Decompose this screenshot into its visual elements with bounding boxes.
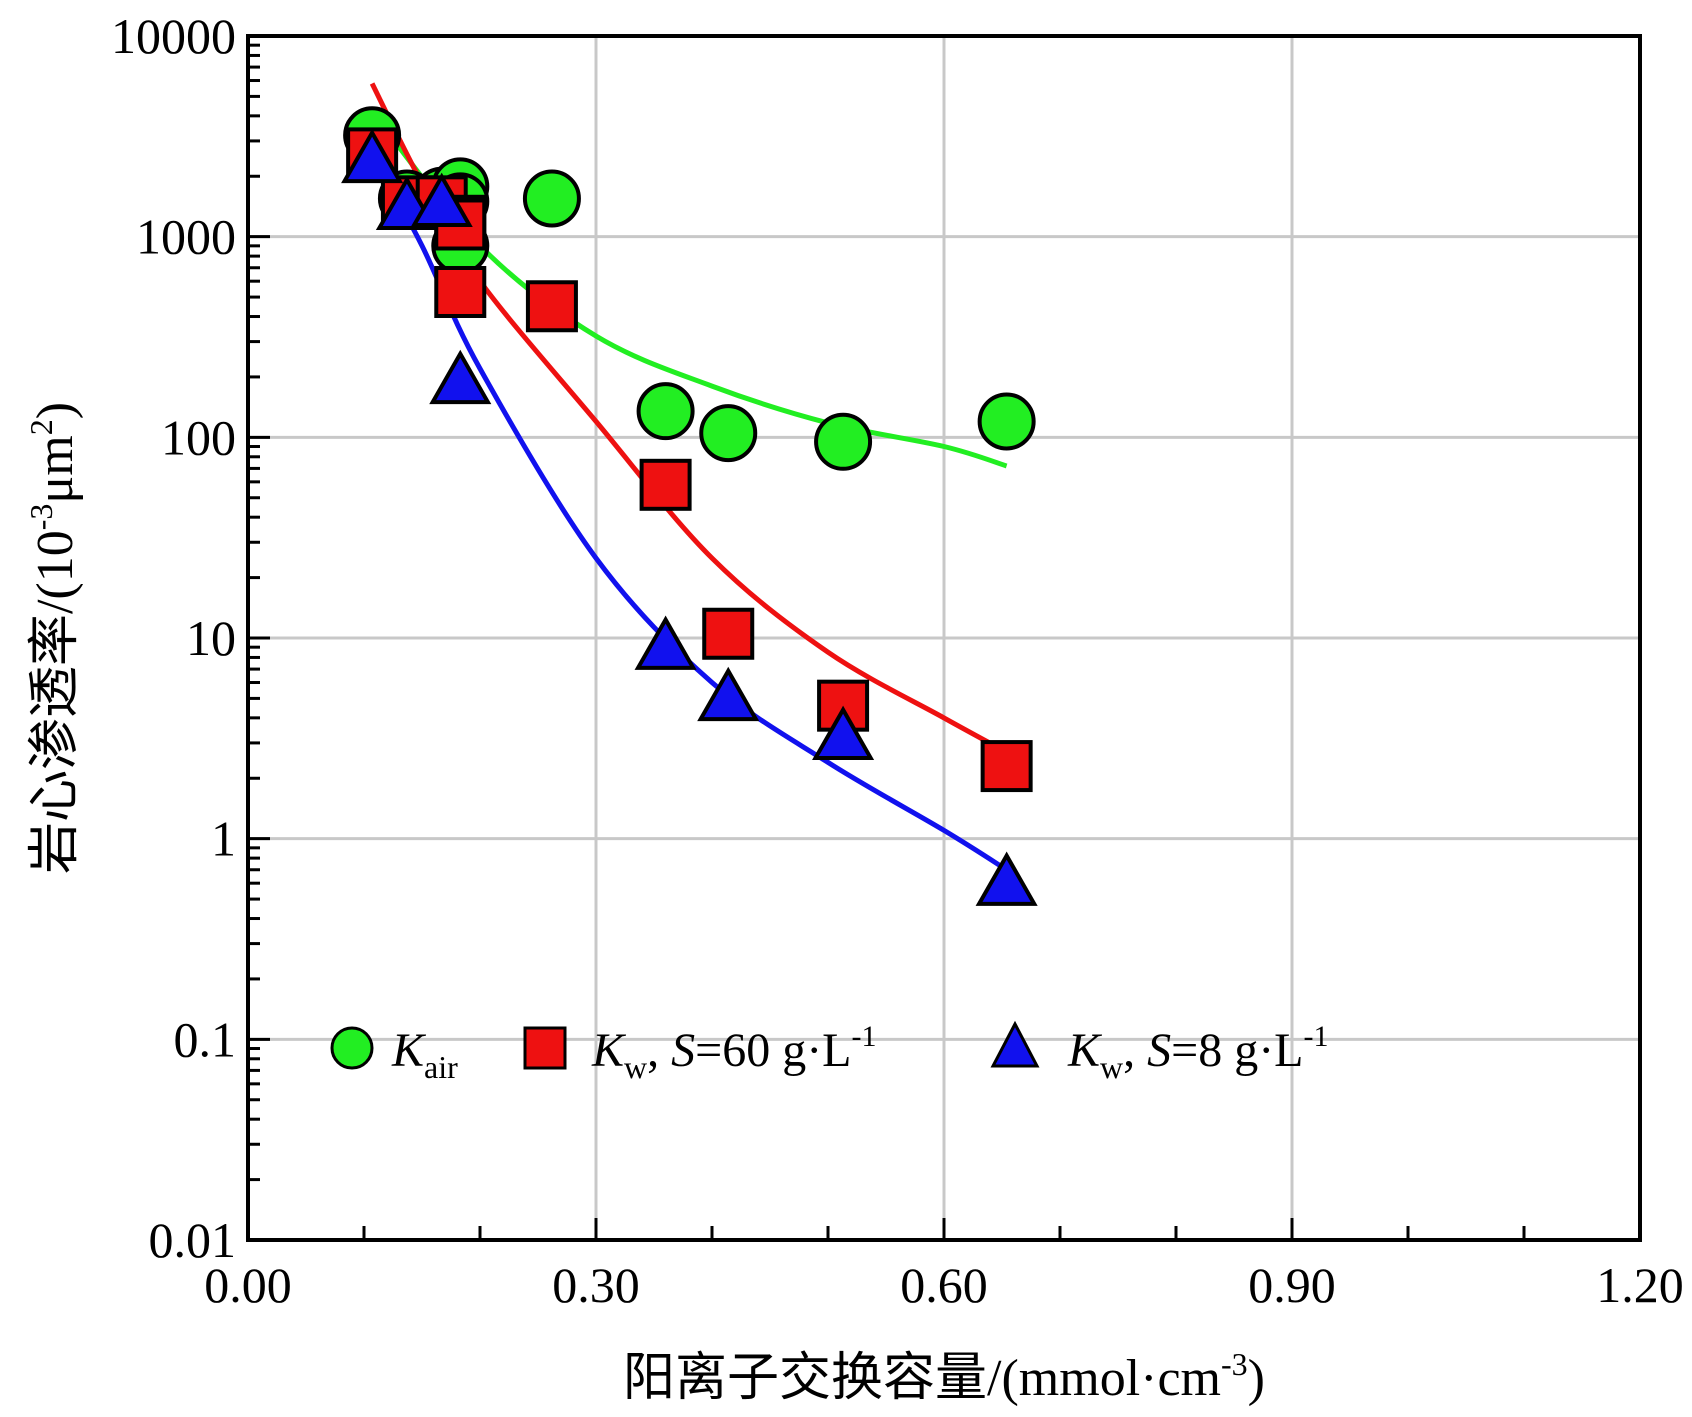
- data-point-series-2: [429, 349, 492, 405]
- y-tick-label: 1000: [136, 209, 236, 265]
- tick-labels: 0.00 0.30 0.60 0.90 1.20 0.01 0.1 1 10 100 1000 100…: [111, 8, 1684, 1313]
- legend-item-kair: Kair: [330, 1024, 458, 1085]
- data-point-series-0: [977, 392, 1036, 451]
- fit-curve-2: [369, 152, 1008, 872]
- data-point-series-2: [812, 705, 875, 760]
- legend-label-kair: Kair: [391, 1024, 458, 1085]
- x-tick-label: 0.60: [900, 1257, 988, 1313]
- y-tick-label: 0.01: [149, 1212, 237, 1268]
- axis-ticks: [246, 43, 1642, 1242]
- x-tick-label: 0.30: [552, 1257, 640, 1313]
- data-point-series-2: [697, 666, 760, 722]
- data-point-series-2: [410, 172, 473, 227]
- grid: [248, 36, 1640, 1240]
- legend-label-kw-8: Kw, S=8 g·L-1: [1067, 1020, 1329, 1085]
- data-point-series-0: [522, 169, 581, 228]
- y-tick-label: 0.1: [174, 1011, 237, 1067]
- data-point-series-1: [525, 280, 578, 333]
- data-point-series-1: [639, 458, 692, 511]
- x-tick-label: 0.90: [1248, 1257, 1336, 1313]
- data-point-series-2: [634, 615, 697, 670]
- legend-marker-triangle: [990, 1020, 1040, 1068]
- data-point-series-0: [699, 404, 758, 463]
- x-tick-label: 1.20: [1596, 1257, 1684, 1313]
- legend-marker-circle: [330, 1026, 374, 1070]
- legend-label-kw-60: Kw, S=60 g·L-1: [591, 1020, 877, 1085]
- data-points: [341, 106, 1038, 906]
- data-point-series-0: [814, 412, 873, 471]
- data-point-series-2: [975, 851, 1038, 906]
- y-tick-label: 100: [161, 409, 236, 465]
- legend: Kair Kw, S=60 g·L-1 Kw, S=8 g·L-1: [330, 1020, 1329, 1085]
- data-point-series-1: [434, 265, 487, 318]
- data-point-series-2: [341, 128, 404, 184]
- y-tick-label: 10: [186, 610, 236, 666]
- x-tick-label: 0.00: [204, 1257, 292, 1313]
- legend-item-kw-60: Kw, S=60 g·L-1: [523, 1020, 877, 1085]
- data-point-series-1: [980, 740, 1033, 793]
- legend-marker-square: [523, 1026, 567, 1070]
- y-tick-label: 1: [211, 811, 236, 867]
- y-axis-title: 岩心渗透率/(10-3μm2): [23, 402, 84, 874]
- x-axis-title: 阳离子交换容量/(mmol·cm-3): [623, 1346, 1265, 1407]
- y-tick-label: 10000: [111, 8, 236, 64]
- data-point-series-0: [636, 382, 695, 441]
- legend-item-kw-8: Kw, S=8 g·L-1: [990, 1020, 1329, 1085]
- data-point-series-1: [702, 607, 755, 660]
